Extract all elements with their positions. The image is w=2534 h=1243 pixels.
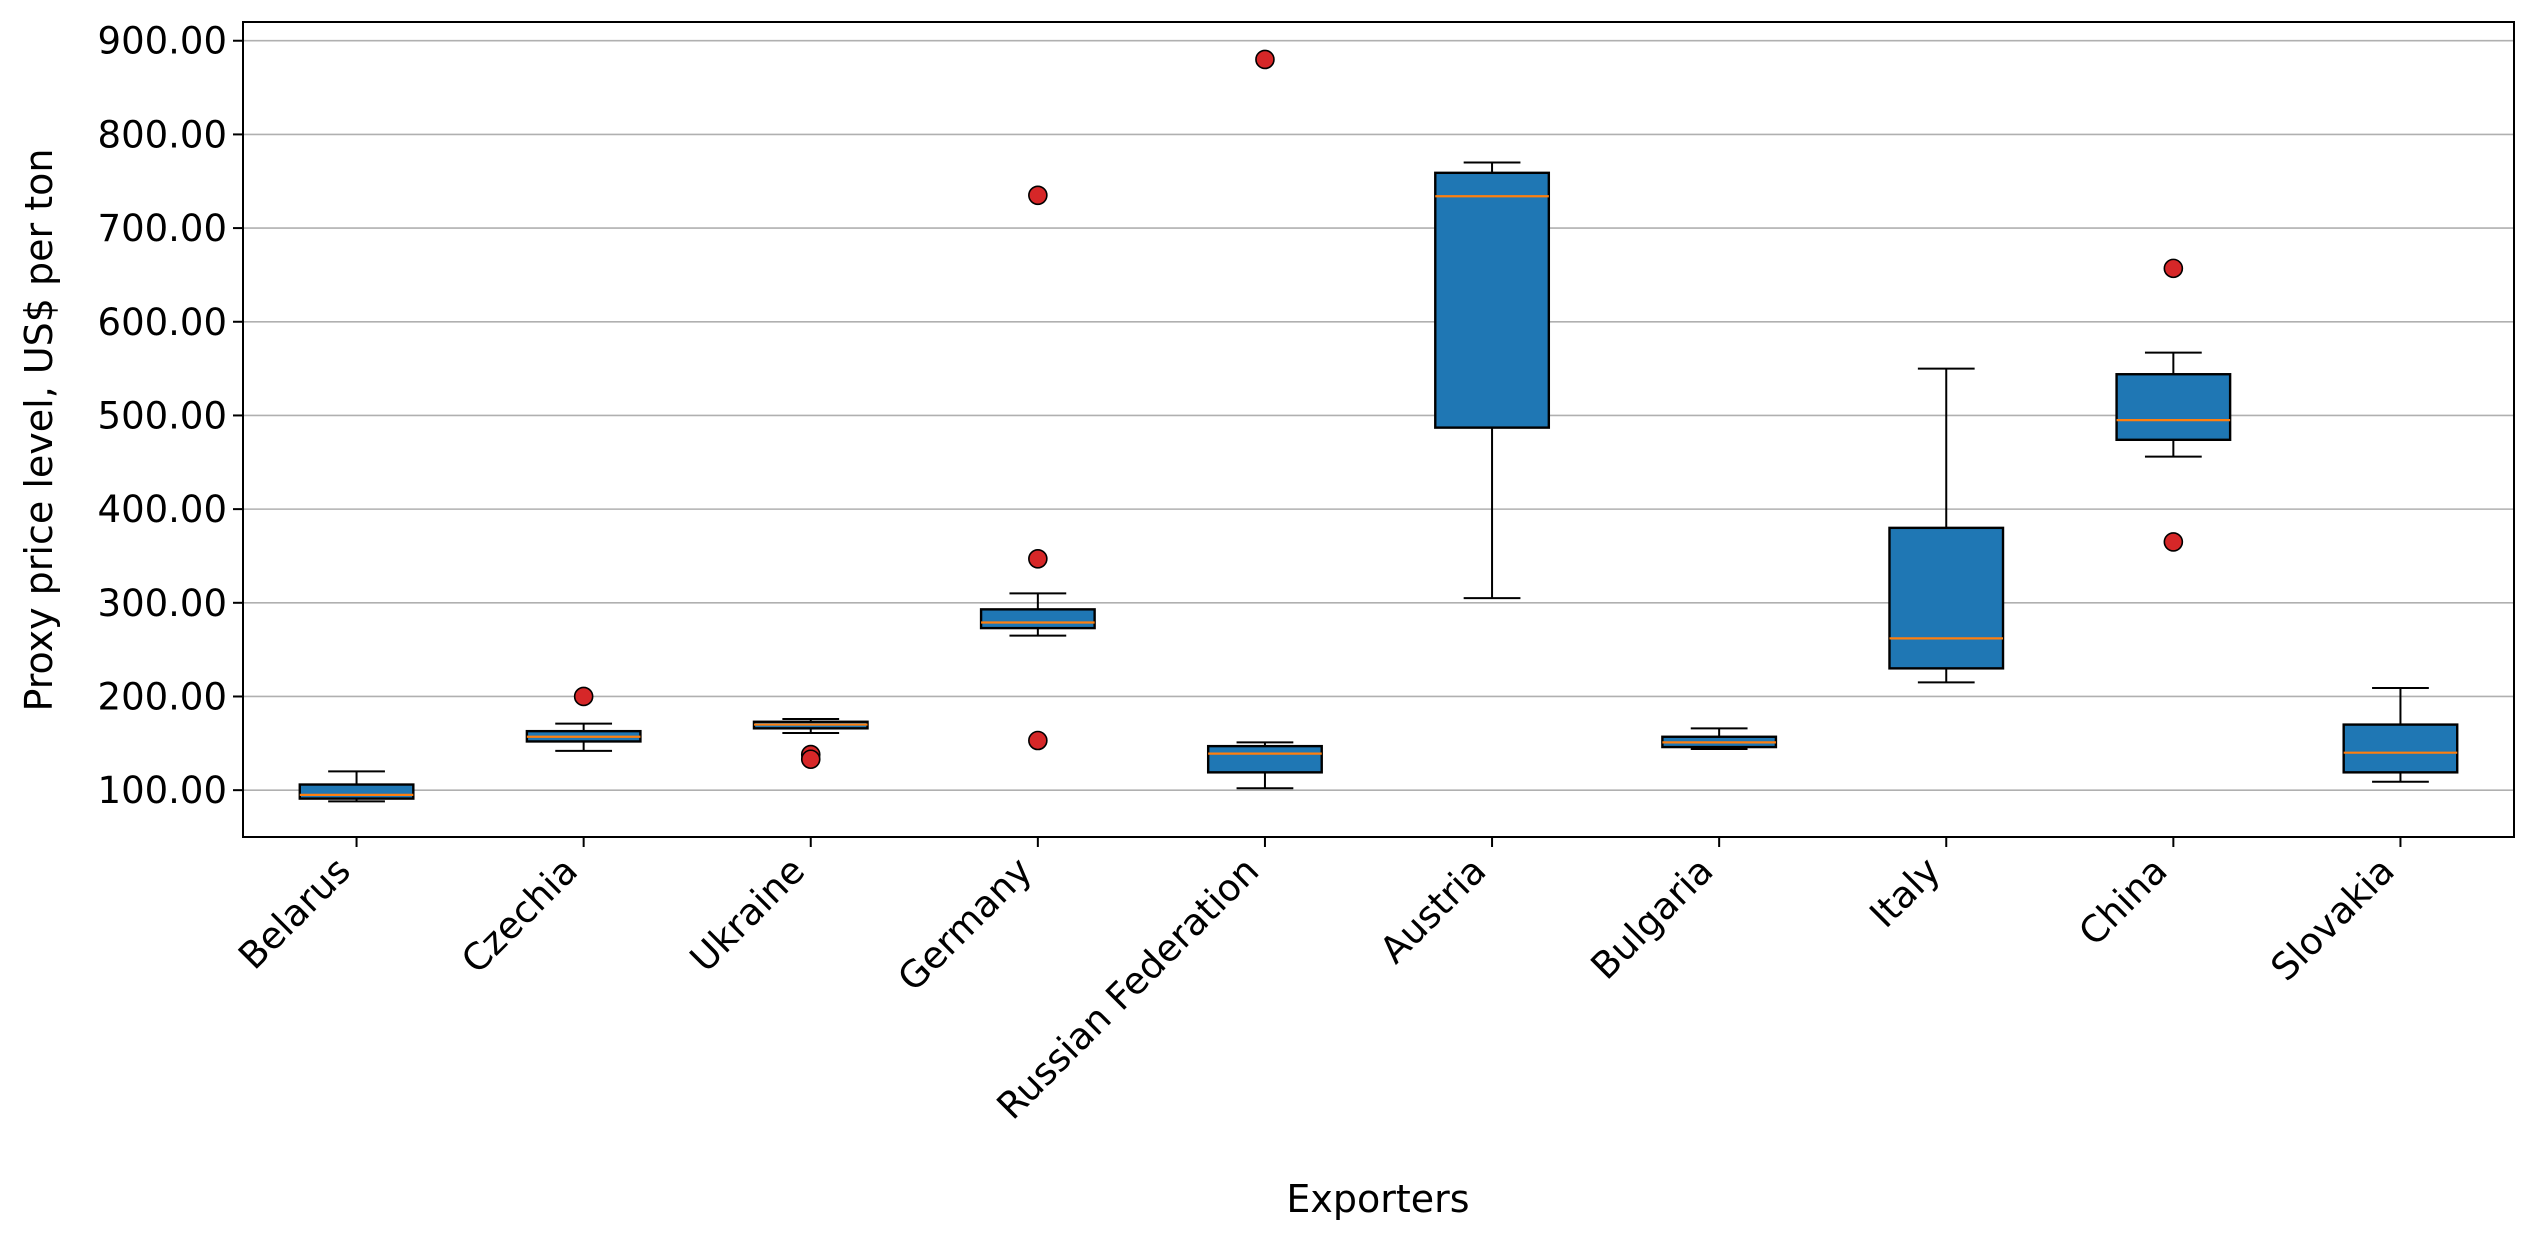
x-tick-label: China	[2071, 849, 2176, 954]
outlier-point	[573, 686, 594, 707]
y-axis-title: Proxy price level, US$ per ton	[17, 149, 61, 712]
x-tick-label: Austria	[1372, 849, 1495, 972]
y-tick-label: 100.00	[98, 769, 227, 812]
outlier-point	[1255, 49, 1275, 70]
x-tick-label: Czechia	[453, 849, 586, 982]
iqr-box	[298, 783, 415, 800]
iqr-box	[979, 608, 1096, 630]
x-tick-label: Ukraine	[682, 849, 813, 980]
box-italy	[1888, 367, 2005, 684]
y-tick-label: 900.00	[98, 20, 227, 63]
box-belarus	[298, 770, 415, 803]
iqr-box	[1888, 526, 2005, 670]
x-tick-label: Italy	[1861, 849, 1948, 936]
x-tick-label: Slovakia	[2263, 849, 2403, 989]
y-tick-label: 700.00	[98, 207, 227, 250]
box-bulgaria	[1661, 727, 1778, 750]
y-tick-label: 800.00	[98, 113, 227, 156]
y-tick-label: 200.00	[98, 675, 227, 718]
box-germany	[979, 185, 1096, 751]
x-tick-label: Belarus	[230, 849, 359, 978]
iqr-box	[1434, 171, 1551, 429]
x-tick-label: Germany	[890, 849, 1041, 1000]
outlier-point	[1028, 185, 1048, 206]
box-china	[2115, 258, 2232, 552]
iqr-box	[1206, 744, 1323, 774]
outlier-point	[2163, 532, 2184, 552]
outlier-point	[1028, 548, 1048, 569]
box-russian-federation	[1206, 49, 1323, 790]
y-tick-label: 400.00	[98, 488, 227, 531]
box-slovakia	[2342, 687, 2459, 783]
outlier-point	[1028, 730, 1048, 751]
iqr-box	[2342, 723, 2459, 774]
y-tick-label: 500.00	[98, 394, 227, 437]
x-axis-title: Exporters	[1286, 1177, 1469, 1221]
plot-frame	[242, 21, 2515, 838]
gridlines	[243, 39, 2514, 791]
boxes-layer	[298, 49, 2459, 803]
x-tick-label: Russian Federation	[989, 849, 1268, 1128]
y-tick-label: 300.00	[98, 582, 227, 625]
box-ukraine	[752, 717, 869, 770]
iqr-box	[2115, 373, 2232, 442]
y-tick-label: 600.00	[98, 301, 227, 344]
x-tick-label: Bulgaria	[1583, 849, 1722, 988]
box-austria	[1434, 161, 1551, 600]
box-czechia	[525, 686, 642, 752]
y-axis: 100.00 200.00 300.00 400.00 500.00 600.00 700.…	[98, 20, 243, 812]
outlier-point	[800, 749, 821, 770]
outlier-point	[2163, 258, 2184, 279]
